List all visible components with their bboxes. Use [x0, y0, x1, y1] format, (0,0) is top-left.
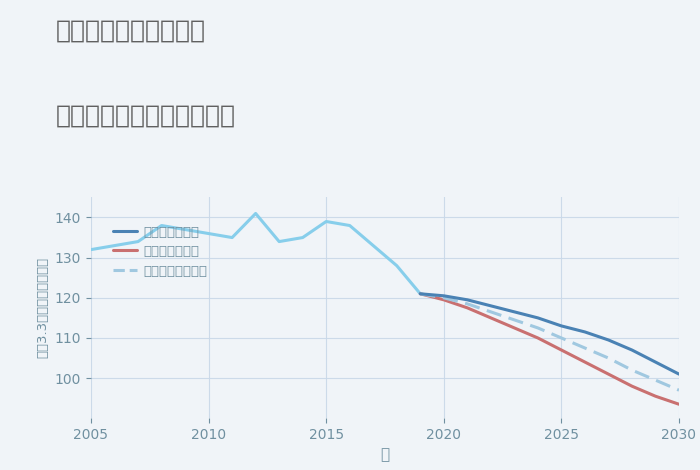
ノーマルシナリオ — [628, 367, 636, 373]
ノーマルシナリオ — [440, 295, 448, 301]
グッドシナリオ — [675, 371, 683, 377]
ノーマルシナリオ — [675, 387, 683, 393]
バッドシナリオ — [581, 359, 589, 365]
バッドシナリオ — [533, 335, 542, 341]
Y-axis label: 坪（3.3㎡）単価（万円）: 坪（3.3㎡）単価（万円） — [36, 257, 49, 359]
バッドシナリオ — [486, 315, 495, 321]
バッドシナリオ — [628, 384, 636, 389]
バッドシナリオ — [416, 291, 424, 297]
グッドシナリオ — [486, 303, 495, 309]
グッドシナリオ — [440, 293, 448, 298]
グッドシナリオ — [557, 323, 566, 329]
バッドシナリオ — [440, 297, 448, 303]
バッドシナリオ — [604, 371, 612, 377]
バッドシナリオ — [651, 393, 659, 399]
バッドシナリオ — [463, 305, 472, 311]
ノーマルシナリオ — [604, 355, 612, 361]
ノーマルシナリオ — [416, 291, 424, 297]
Text: 中古マンションの価格推移: 中古マンションの価格推移 — [56, 103, 236, 127]
グッドシナリオ — [581, 329, 589, 335]
バッドシナリオ — [510, 325, 519, 331]
グッドシナリオ — [463, 297, 472, 303]
ノーマルシナリオ — [463, 301, 472, 306]
ノーマルシナリオ — [581, 345, 589, 351]
ノーマルシナリオ — [557, 335, 566, 341]
ノーマルシナリオ — [486, 309, 495, 315]
Line: ノーマルシナリオ: ノーマルシナリオ — [420, 294, 679, 390]
ノーマルシナリオ — [651, 377, 659, 383]
グッドシナリオ — [533, 315, 542, 321]
グッドシナリオ — [510, 309, 519, 315]
ノーマルシナリオ — [510, 317, 519, 323]
X-axis label: 年: 年 — [380, 447, 390, 462]
Line: グッドシナリオ: グッドシナリオ — [420, 294, 679, 374]
グッドシナリオ — [604, 337, 612, 343]
グッドシナリオ — [651, 359, 659, 365]
グッドシナリオ — [416, 291, 424, 297]
Line: バッドシナリオ: バッドシナリオ — [420, 294, 679, 404]
グッドシナリオ — [628, 347, 636, 353]
Legend: グッドシナリオ, バッドシナリオ, ノーマルシナリオ: グッドシナリオ, バッドシナリオ, ノーマルシナリオ — [109, 222, 211, 282]
Text: 兵庫県西宮市高須町の: 兵庫県西宮市高須町の — [56, 19, 206, 43]
バッドシナリオ — [557, 347, 566, 353]
バッドシナリオ — [675, 401, 683, 407]
ノーマルシナリオ — [533, 325, 542, 331]
